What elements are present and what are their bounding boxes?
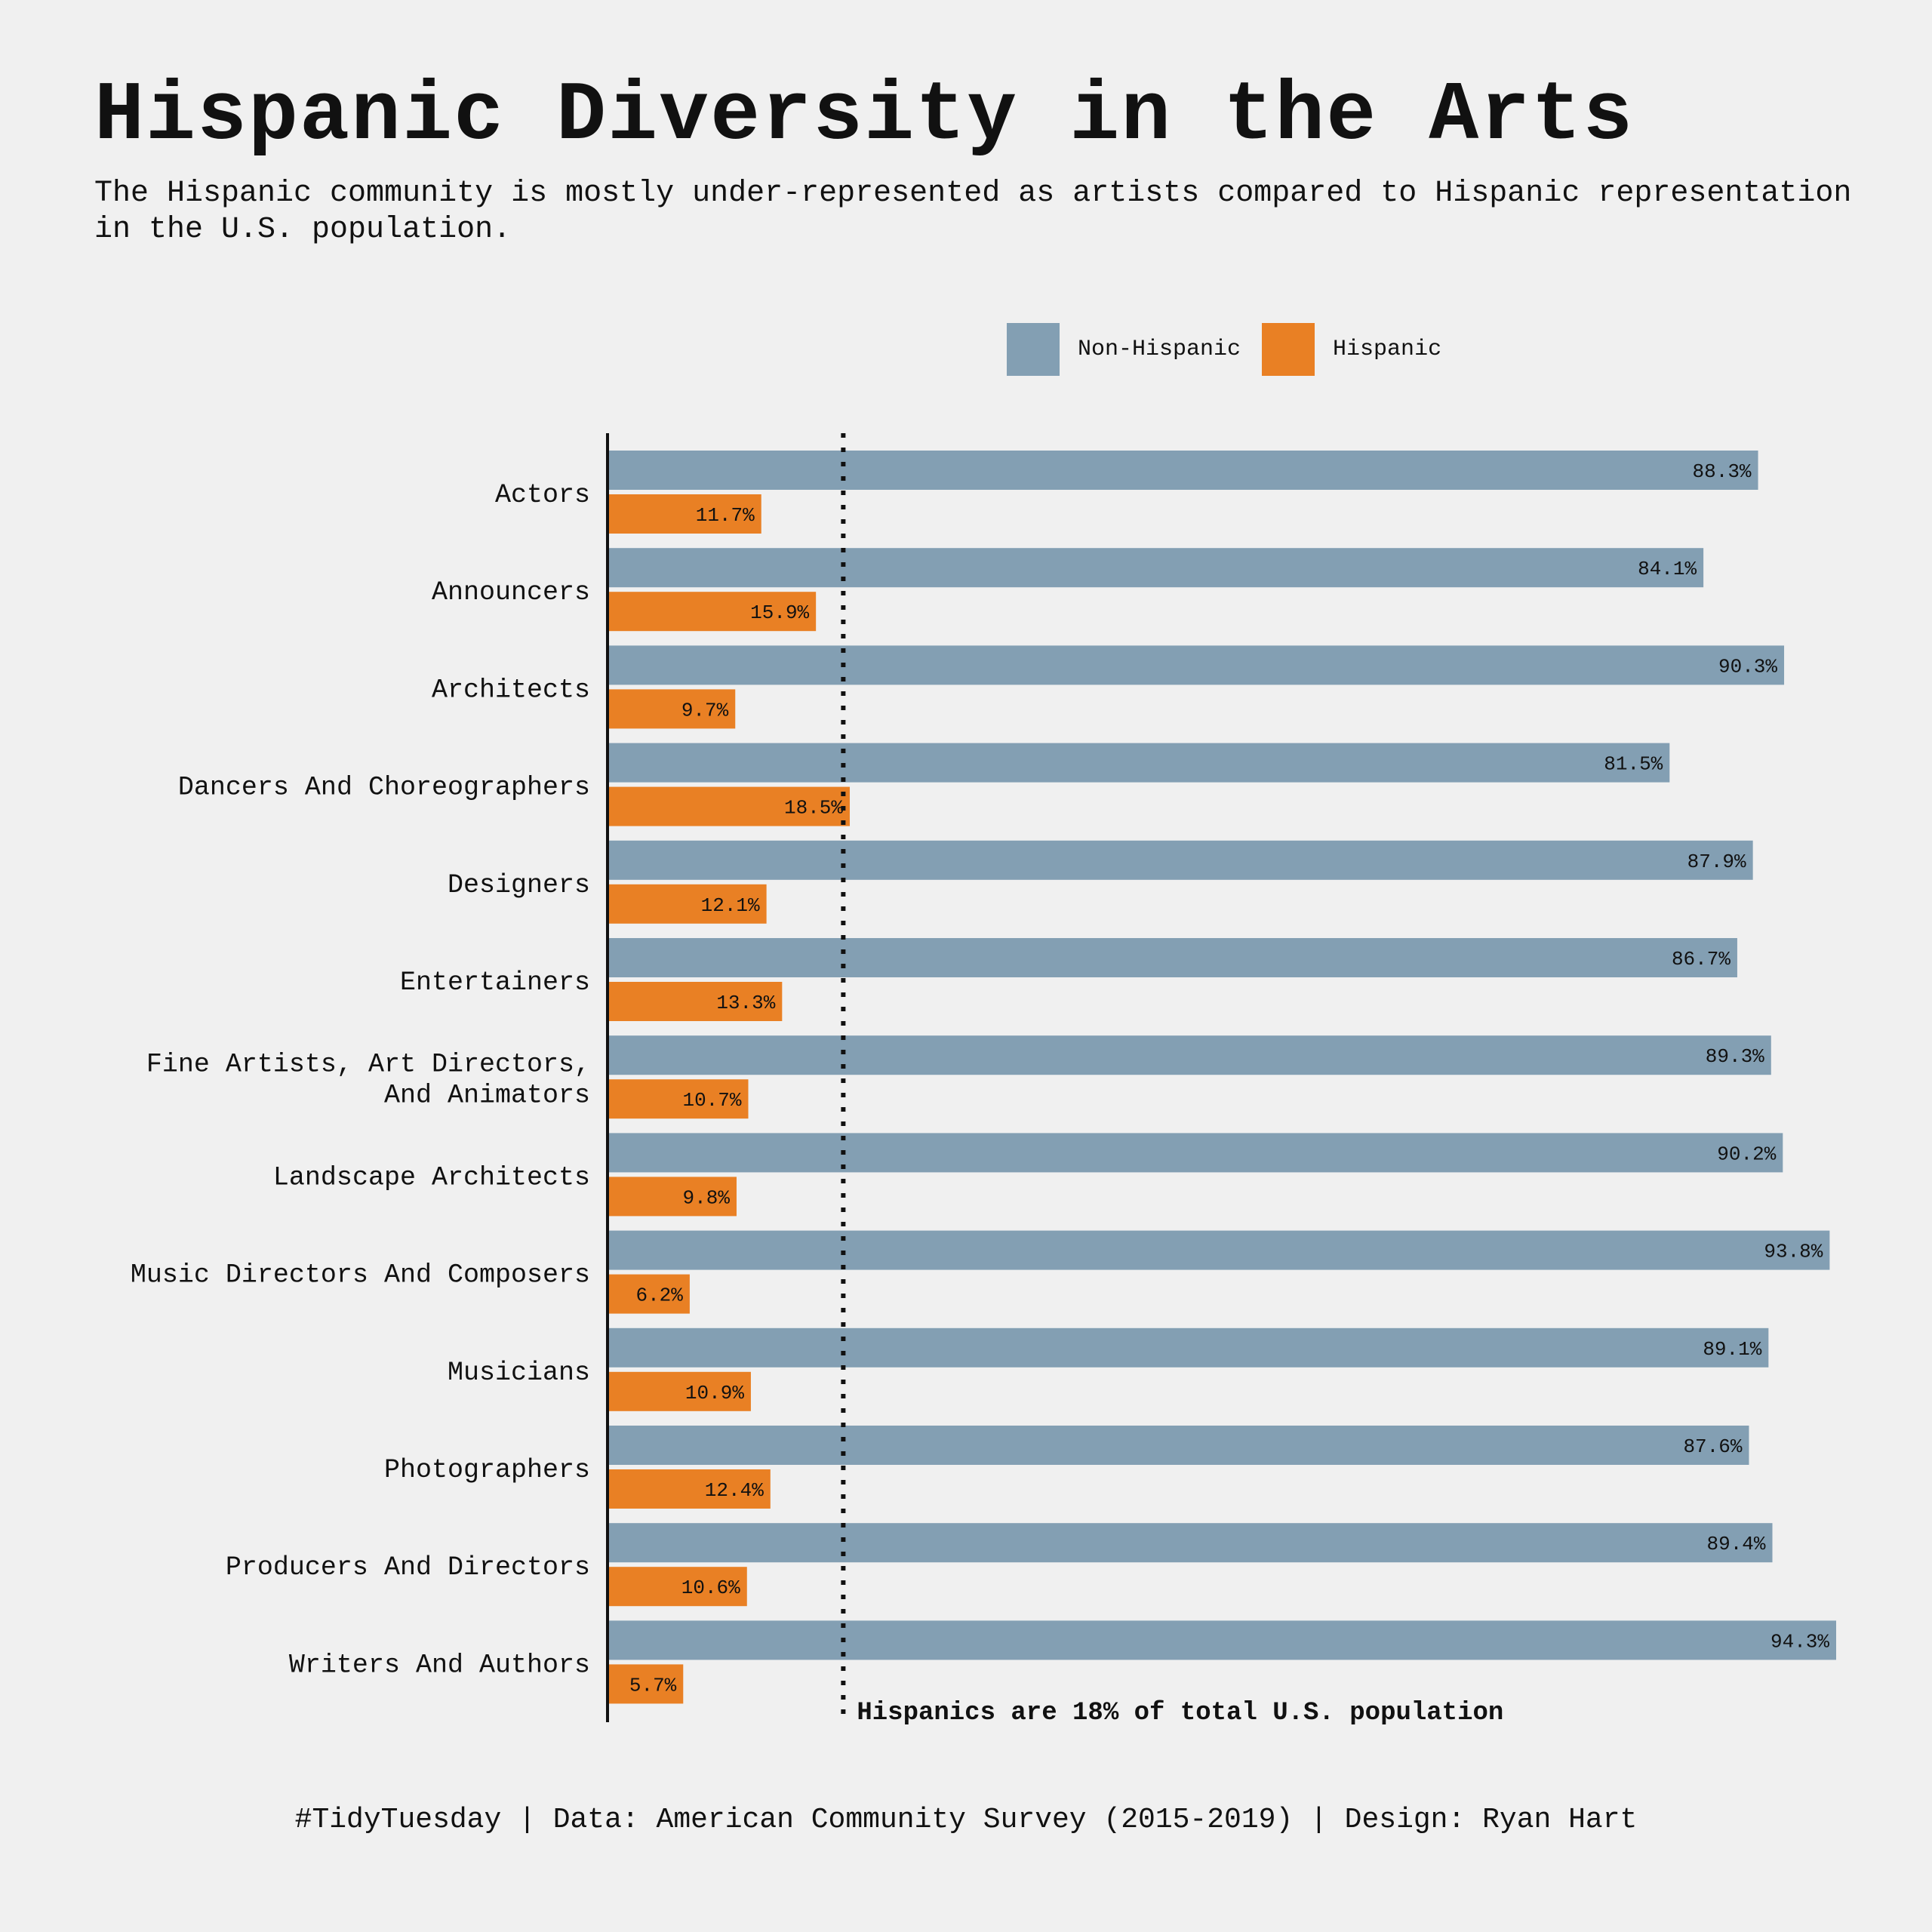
bar-hispanic-photographers [609, 1469, 771, 1509]
legend-swatch-hispanic [1262, 323, 1315, 376]
data-label-non-hispanic-designers: 87.9% [1687, 851, 1746, 873]
data-label-non-hispanic-fine-artists-art-directors-and-animators: 89.3% [1706, 1045, 1764, 1068]
bar-non-hispanic-music-directors-and-composers [609, 1230, 1830, 1270]
bar-hispanic-musicians [609, 1371, 751, 1411]
category-label-architects: Architects [432, 675, 590, 705]
category-label-line: Designers [448, 870, 590, 900]
data-label-non-hispanic-photographers: 87.6% [1683, 1435, 1742, 1458]
category-label-photographers: Photographers [384, 1455, 590, 1485]
data-label-hispanic-architects: 9.7% [681, 699, 729, 721]
category-label-line: Musicians [448, 1358, 590, 1388]
category-label-announcers: Announcers [432, 577, 590, 608]
bar-non-hispanic-fine-artists-art-directors-and-animators [609, 1035, 1771, 1075]
data-label-hispanic-dancers-and-choreographers: 18.5% [784, 797, 843, 820]
bar-hispanic-music-directors-and-composers [609, 1274, 690, 1314]
category-label-actors: Actors [495, 480, 590, 510]
bar-non-hispanic-photographers [609, 1426, 1749, 1465]
data-label-hispanic-photographers: 12.4% [705, 1479, 764, 1502]
data-label-non-hispanic-musicians: 89.1% [1703, 1338, 1761, 1361]
legend-item-hispanic: Hispanic [1262, 323, 1441, 376]
bar-non-hispanic-architects [609, 645, 1785, 685]
category-label-line: Writers And Authors [289, 1650, 590, 1680]
bar-hispanic-designers [609, 884, 767, 924]
bar-non-hispanic-actors [609, 451, 1758, 490]
category-label-landscape-architects: Landscape Architects [273, 1162, 590, 1192]
category-label-line: Entertainers [400, 968, 590, 998]
bar-non-hispanic-musicians [609, 1327, 1769, 1367]
bar-hispanic-writers-and-authors [609, 1664, 684, 1704]
category-label-line: Music Directors And Composers [131, 1260, 590, 1291]
data-label-hispanic-designers: 12.1% [701, 894, 760, 917]
bar-hispanic-fine-artists-art-directors-and-animators [609, 1079, 749, 1119]
data-label-non-hispanic-writers-and-authors: 94.3% [1770, 1630, 1829, 1653]
data-label-non-hispanic-music-directors-and-composers: 93.8% [1764, 1241, 1823, 1263]
bar-non-hispanic-landscape-architects [609, 1133, 1783, 1173]
bar-hispanic-architects [609, 689, 736, 729]
chart-title: Hispanic Diversity in the Arts [94, 69, 1635, 164]
category-label-line: Landscape Architects [273, 1162, 590, 1192]
category-label-line: And Animators [384, 1081, 590, 1111]
bar-hispanic-actors [609, 494, 761, 534]
reference-line-label: Hispanics are 18% of total U.S. populati… [857, 1699, 1503, 1727]
bar-hispanic-announcers [609, 592, 817, 632]
category-label-producers-and-directors: Producers And Directors [226, 1552, 590, 1583]
data-label-hispanic-fine-artists-art-directors-and-animators: 10.7% [682, 1089, 741, 1112]
data-label-hispanic-producers-and-directors: 10.6% [681, 1577, 740, 1599]
category-label-entertainers: Entertainers [400, 968, 590, 998]
bar-non-hispanic-designers [609, 840, 1753, 880]
category-label-music-directors-and-composers: Music Directors And Composers [131, 1260, 590, 1291]
legend-label-hispanic: Hispanic [1333, 337, 1442, 362]
data-label-non-hispanic-announcers: 84.1% [1638, 558, 1697, 580]
category-label-line: Architects [432, 675, 590, 705]
data-label-non-hispanic-producers-and-directors: 89.4% [1706, 1533, 1765, 1555]
legend-item-non-hispanic: Non-Hispanic [1007, 323, 1241, 376]
category-label-line: Dancers And Choreographers [178, 773, 590, 803]
bar-non-hispanic-producers-and-directors [609, 1523, 1773, 1563]
data-label-hispanic-landscape-architects: 9.8% [683, 1186, 731, 1209]
bar-hispanic-landscape-architects [609, 1177, 737, 1217]
bar-non-hispanic-entertainers [609, 938, 1737, 977]
data-label-hispanic-writers-and-authors: 5.7% [629, 1674, 677, 1697]
data-label-non-hispanic-actors: 88.3% [1693, 460, 1752, 483]
data-label-hispanic-music-directors-and-composers: 6.2% [635, 1284, 683, 1307]
data-label-hispanic-musicians: 10.9% [685, 1382, 744, 1404]
category-label-musicians: Musicians [448, 1358, 590, 1388]
bar-non-hispanic-writers-and-authors [609, 1620, 1836, 1660]
category-label-writers-and-authors: Writers And Authors [289, 1650, 590, 1680]
data-label-non-hispanic-architects: 90.3% [1718, 655, 1777, 678]
category-label-line: Announcers [432, 577, 590, 608]
bar-hispanic-dancers-and-choreographers [609, 786, 850, 826]
legend-label-non-hispanic: Non-Hispanic [1078, 337, 1241, 362]
legend-swatch-non-hispanic [1007, 323, 1060, 376]
data-label-non-hispanic-landscape-architects: 90.2% [1717, 1143, 1776, 1165]
bar-hispanic-entertainers [609, 982, 783, 1021]
category-label-fine-artists-art-directors-and-animators: Fine Artists, Art Directors, And Animator… [146, 1050, 590, 1111]
footer-credits: #TidyTuesday | Data: American Community … [294, 1804, 1638, 1836]
category-label-line: Photographers [384, 1455, 590, 1485]
bar-hispanic-producers-and-directors [609, 1567, 747, 1607]
data-label-hispanic-actors: 11.7% [696, 504, 755, 527]
bar-non-hispanic-dancers-and-choreographers [609, 743, 1670, 783]
category-label-line: Actors [495, 480, 590, 510]
data-label-hispanic-announcers: 15.9% [750, 601, 809, 624]
data-label-non-hispanic-entertainers: 86.7% [1672, 948, 1730, 971]
data-label-hispanic-entertainers: 13.3% [716, 992, 775, 1014]
bar-chart: 88.3% 11.7% Actors 84.1% 15.9% Announcers 90.3… [131, 433, 1836, 1727]
data-label-non-hispanic-dancers-and-choreographers: 81.5% [1604, 753, 1663, 776]
category-label-line: Producers And Directors [226, 1552, 590, 1583]
chart-subtitle: The Hispanic community is mostly under-r… [94, 177, 1852, 247]
bar-non-hispanic-announcers [609, 548, 1704, 588]
category-label-line: Fine Artists, Art Directors, [146, 1050, 590, 1080]
legend: Non-Hispanic Hispanic [1007, 323, 1463, 376]
category-label-designers: Designers [448, 870, 590, 900]
category-label-dancers-and-choreographers: Dancers And Choreographers [178, 773, 590, 803]
